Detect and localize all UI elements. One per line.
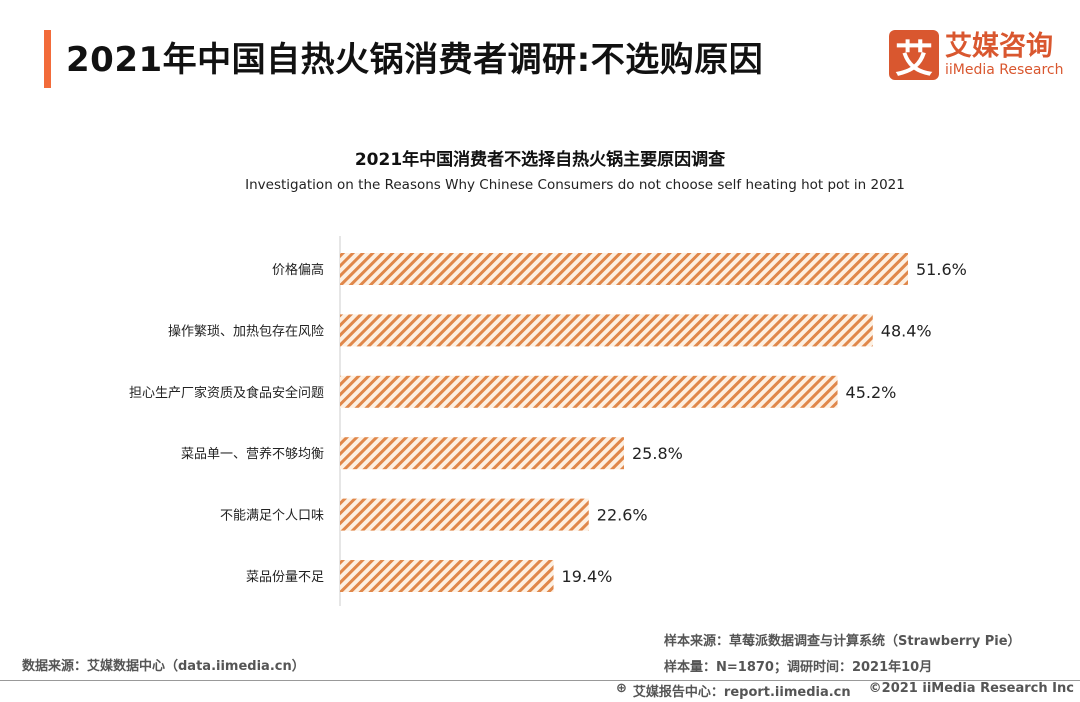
category-label: 不能满足个人口味 (220, 509, 324, 524)
bar (340, 314, 873, 347)
chart-subtitle: Investigation on the Reasons Why Chinese… (245, 177, 905, 193)
data-source: 数据来源：艾媒数据中心（data.iimedia.cn） (22, 659, 305, 674)
value-label: 45.2% (846, 383, 897, 402)
title-accent-bar (44, 30, 51, 88)
bar (340, 375, 838, 408)
category-label: 操作繁琐、加热包存在风险 (168, 323, 324, 339)
logo-mark: 艾 (889, 30, 939, 81)
chart-title: 2021年中国消费者不选择自热火锅主要原因调查 (354, 150, 726, 170)
category-label: 菜品份量不足 (246, 570, 324, 585)
category-label: 价格偏高 (272, 262, 324, 278)
logo-en: iiMedia Research (945, 62, 1064, 78)
bar (340, 560, 554, 592)
value-label: 22.6% (597, 506, 648, 525)
report-link[interactable]: 艾媒报告中心：report.iimedia.cn (632, 685, 851, 700)
bar (340, 437, 624, 470)
bar (340, 253, 908, 285)
value-label: 25.8% (632, 444, 683, 463)
logo-cn: 艾媒咨询 (945, 31, 1053, 62)
footer-divider (0, 680, 1080, 681)
value-label: 51.6% (916, 260, 967, 279)
category-label: 担心生产厂家资质及食品安全问题 (129, 385, 324, 401)
sample-size: 样本量：N=1870；调研时间：2021年10月 (664, 660, 933, 675)
globe-icon: ⊕ (616, 681, 627, 696)
value-label: 48.4% (881, 321, 932, 340)
page-title: 2021年中国自热火锅消费者调研:不选购原因 (66, 40, 764, 80)
value-label: 19.4% (562, 567, 613, 586)
copyright: ©2021 iiMedia Research Inc (868, 681, 1074, 696)
sample-source: 样本来源：草莓派数据调查与计算系统（Strawberry Pie） (664, 634, 1021, 649)
category-label: 菜品单一、营养不够均衡 (181, 446, 324, 462)
iimedia-logo: 艾 艾媒咨询 iiMedia Research (889, 30, 1064, 81)
bar (340, 498, 589, 531)
